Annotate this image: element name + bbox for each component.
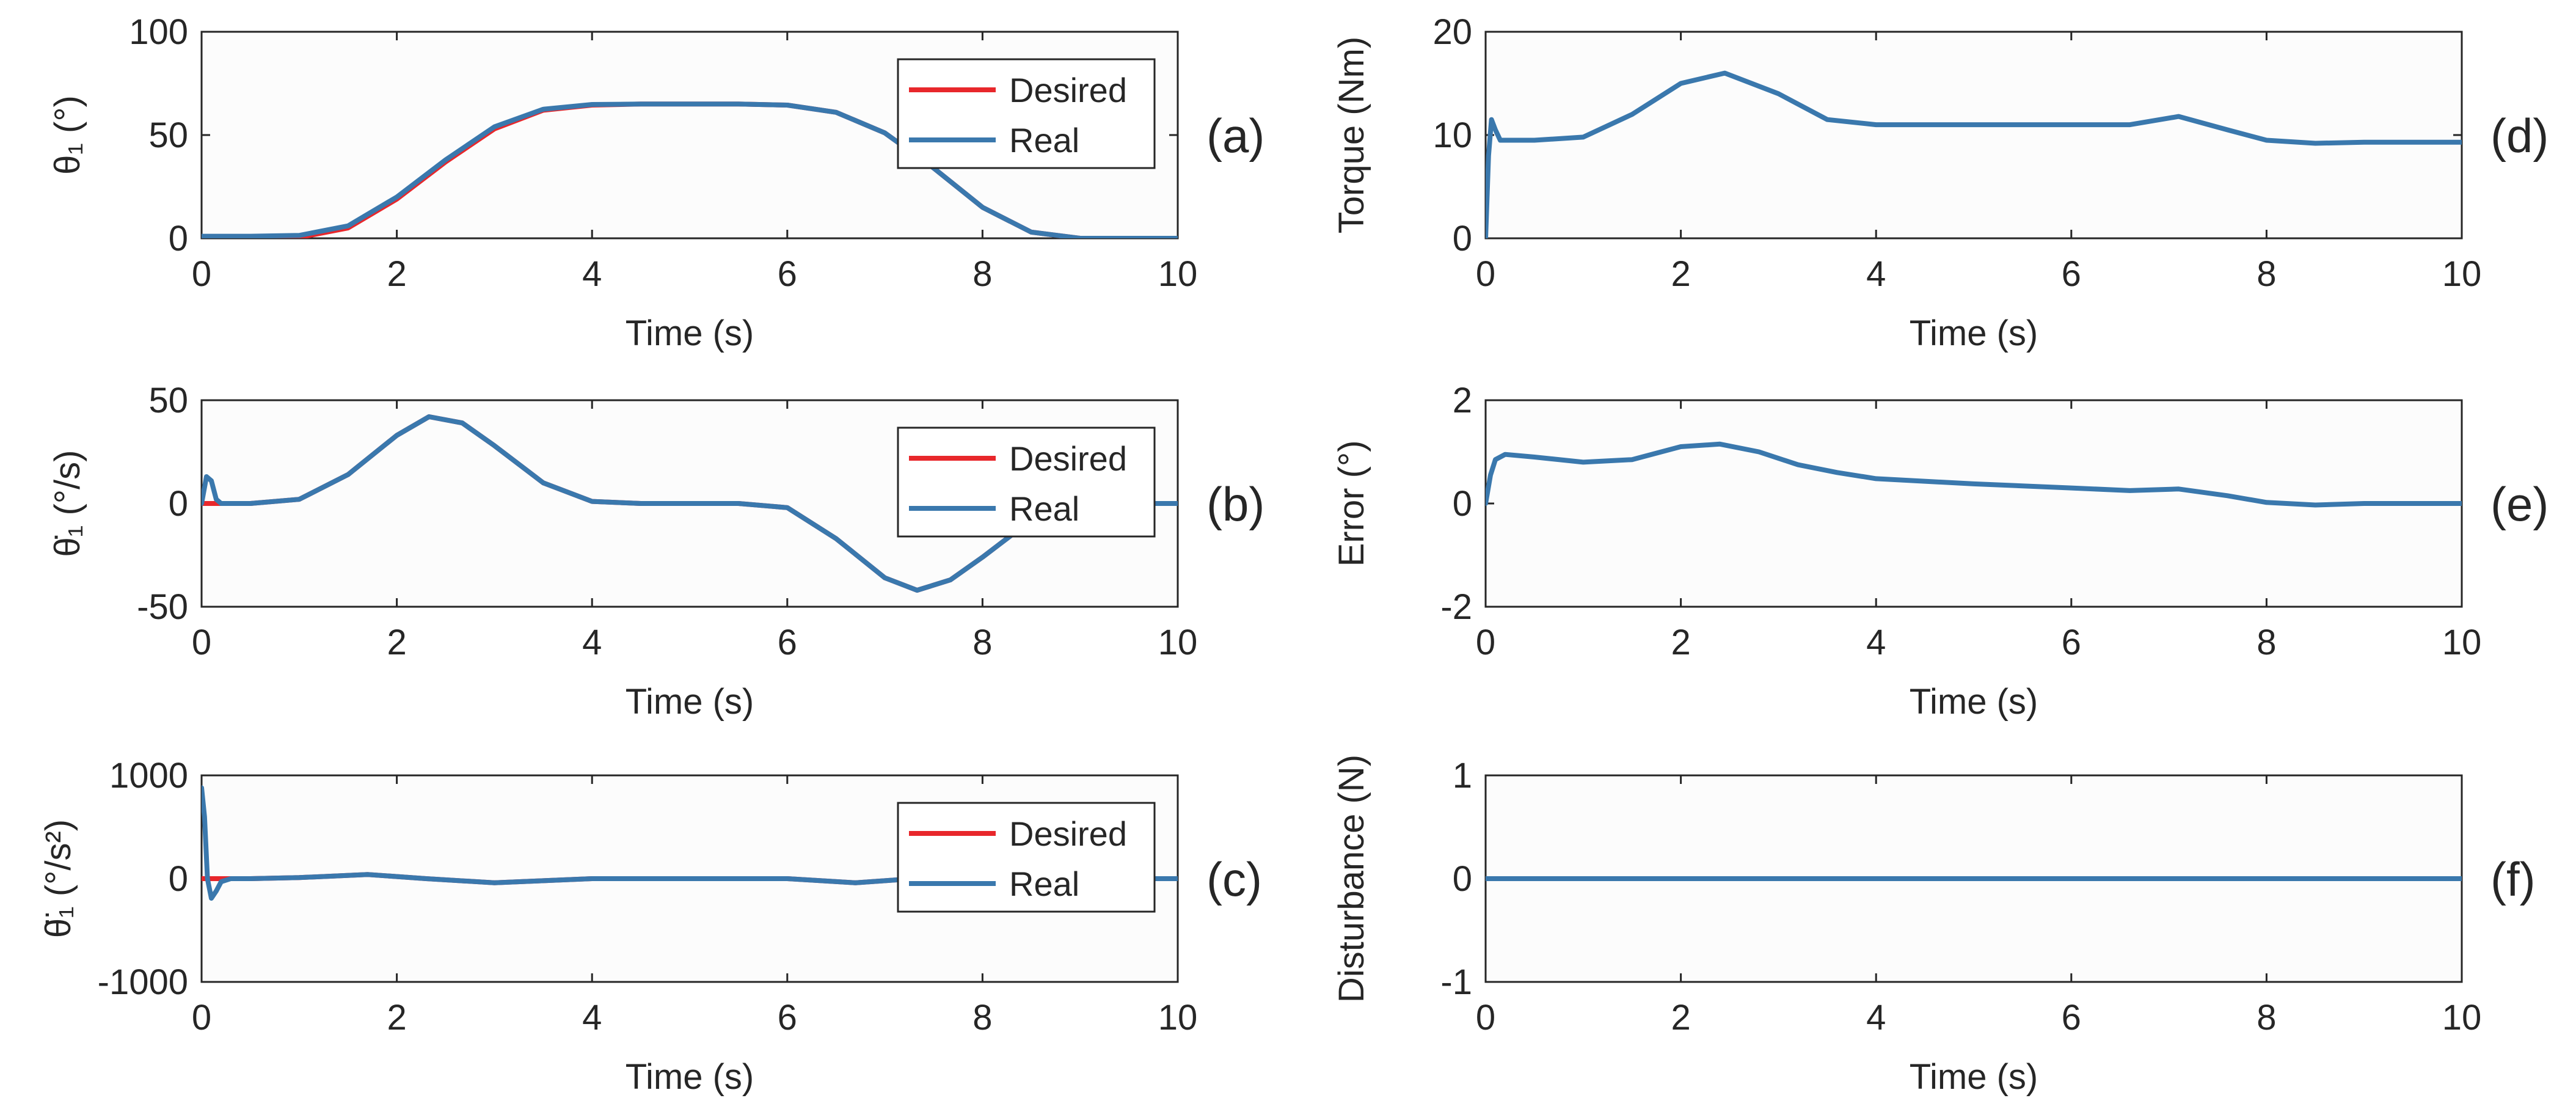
legend-a: Desired Real bbox=[897, 58, 1156, 169]
x-tick-label-e-5: 10 bbox=[2442, 623, 2482, 662]
x-tick-label-b-3: 6 bbox=[778, 623, 797, 662]
y-axis-label-a: θ₁ (°) bbox=[48, 95, 87, 175]
x-axis-label-b: Time (s) bbox=[626, 682, 754, 722]
panel-tag-e: (e) bbox=[2490, 477, 2549, 531]
y-axis-label-b: θ̇₁ (°/s) bbox=[48, 450, 87, 557]
x-tick-label-a-2: 4 bbox=[582, 254, 602, 294]
panel-tag-a: (a) bbox=[1206, 109, 1264, 163]
legend-c: Desired Real bbox=[897, 802, 1156, 913]
y-tick-label-d-2: 20 bbox=[1432, 12, 1472, 52]
y-tick-label-b-0: -50 bbox=[137, 587, 188, 627]
series-real-line-e bbox=[1486, 441, 2462, 508]
y-tick-label-b-1: 0 bbox=[169, 484, 188, 524]
y-tick-label-a-1: 50 bbox=[148, 115, 188, 155]
x-tick-label-a-1: 2 bbox=[387, 254, 406, 294]
legend-label-real-b: Real bbox=[1009, 489, 1079, 528]
x-axis-label-d: Time (s) bbox=[1910, 313, 2038, 353]
legend-label-real-c: Real bbox=[1009, 865, 1079, 903]
x-tick-label-e-2: 4 bbox=[1866, 623, 1886, 662]
y-tick-label-d-0: 0 bbox=[1453, 219, 1472, 258]
y-tick-label-e-0: -2 bbox=[1440, 587, 1472, 627]
x-tick-label-c-3: 6 bbox=[778, 998, 797, 1038]
y-tick-label-c-1: 0 bbox=[169, 859, 188, 899]
x-tick-label-a-3: 6 bbox=[778, 254, 797, 294]
panel-d: 0 2 4 6 8 10 0 10 20 Time (s) Torque (Nm) (d) bbox=[1332, 12, 2549, 353]
y-axis-label-e: Error (°) bbox=[1332, 441, 1371, 567]
x-tick-label-d-0: 0 bbox=[1476, 254, 1495, 294]
x-tick-label-e-0: 0 bbox=[1476, 623, 1495, 662]
x-tick-label-b-0: 0 bbox=[192, 623, 211, 662]
axes-box-d bbox=[1484, 31, 2463, 240]
y-tick-label-e-1: 0 bbox=[1453, 484, 1472, 524]
x-tick-label-e-3: 6 bbox=[2062, 623, 2081, 662]
y-axis-label-f: Disturbance (N) bbox=[1332, 755, 1371, 1003]
y-tick-label-f-1: 0 bbox=[1453, 859, 1472, 899]
x-tick-label-e-1: 2 bbox=[1671, 623, 1690, 662]
panel-tag-c: (c) bbox=[1206, 852, 1262, 906]
x-tick-label-a-4: 8 bbox=[972, 254, 992, 294]
series-real-line-d bbox=[1486, 70, 2462, 238]
x-tick-label-c-4: 8 bbox=[972, 998, 992, 1038]
x-tick-label-d-4: 8 bbox=[2257, 254, 2276, 294]
x-tick-label-c-1: 2 bbox=[387, 998, 406, 1038]
x-tick-label-b-1: 2 bbox=[387, 623, 406, 662]
x-tick-label-f-0: 0 bbox=[1476, 998, 1495, 1038]
x-tick-label-c-5: 10 bbox=[1158, 998, 1198, 1038]
x-axis-label-c: Time (s) bbox=[626, 1057, 754, 1097]
legend-label-desired-c: Desired bbox=[1009, 814, 1127, 853]
x-tick-label-b-2: 4 bbox=[582, 623, 602, 662]
x-tick-label-e-4: 8 bbox=[2257, 623, 2276, 662]
x-tick-label-d-3: 6 bbox=[2062, 254, 2081, 294]
x-tick-label-b-5: 10 bbox=[1158, 623, 1198, 662]
panel-tag-d: (d) bbox=[2490, 109, 2549, 163]
legend-label-real-a: Real bbox=[1009, 121, 1079, 159]
x-tick-label-f-1: 2 bbox=[1671, 998, 1690, 1038]
x-tick-label-c-2: 4 bbox=[582, 998, 602, 1038]
series-real-line-a bbox=[202, 101, 1178, 238]
x-axis-label-f: Time (s) bbox=[1910, 1057, 2038, 1097]
x-tick-label-d-5: 10 bbox=[2442, 254, 2482, 294]
x-tick-label-b-4: 8 bbox=[972, 623, 992, 662]
y-tick-label-b-2: 50 bbox=[148, 381, 188, 420]
y-tick-label-f-2: 1 bbox=[1453, 756, 1472, 796]
x-tick-label-f-5: 10 bbox=[2442, 998, 2482, 1038]
legend-label-desired-b: Desired bbox=[1009, 439, 1127, 478]
panel-tag-b: (b) bbox=[1206, 477, 1264, 531]
x-tick-label-f-4: 8 bbox=[2257, 998, 2276, 1038]
x-tick-label-c-0: 0 bbox=[192, 998, 211, 1038]
y-tick-label-c-0: -1000 bbox=[98, 962, 188, 1002]
y-tick-label-f-0: -1 bbox=[1440, 962, 1472, 1002]
series-real-line-b bbox=[202, 414, 1178, 593]
y-tick-label-a-2: 100 bbox=[129, 12, 188, 52]
x-axis-label-e: Time (s) bbox=[1910, 682, 2038, 722]
legend-b: Desired Real bbox=[897, 426, 1156, 538]
panel-tag-f: (f) bbox=[2490, 852, 2536, 906]
x-tick-label-a-5: 10 bbox=[1158, 254, 1198, 294]
legend-box-c bbox=[897, 802, 1156, 913]
legend-box-b bbox=[897, 426, 1156, 538]
legend-label-desired-a: Desired bbox=[1009, 71, 1127, 109]
x-tick-label-a-0: 0 bbox=[192, 254, 211, 294]
y-tick-label-d-1: 10 bbox=[1432, 115, 1472, 155]
x-tick-label-f-2: 4 bbox=[1866, 998, 1886, 1038]
x-tick-label-f-3: 6 bbox=[2062, 998, 2081, 1038]
x-axis-label-a: Time (s) bbox=[626, 313, 754, 353]
y-tick-label-c-2: 1000 bbox=[109, 756, 188, 796]
y-tick-label-e-2: 2 bbox=[1453, 381, 1472, 420]
y-axis-label-c: θ̈₁ (°/s²) bbox=[38, 819, 78, 938]
x-tick-label-d-2: 4 bbox=[1866, 254, 1886, 294]
y-tick-label-a-0: 0 bbox=[169, 219, 188, 258]
x-tick-label-d-1: 2 bbox=[1671, 254, 1690, 294]
y-axis-label-d: Torque (Nm) bbox=[1332, 37, 1371, 233]
legend-box-a bbox=[897, 58, 1156, 169]
